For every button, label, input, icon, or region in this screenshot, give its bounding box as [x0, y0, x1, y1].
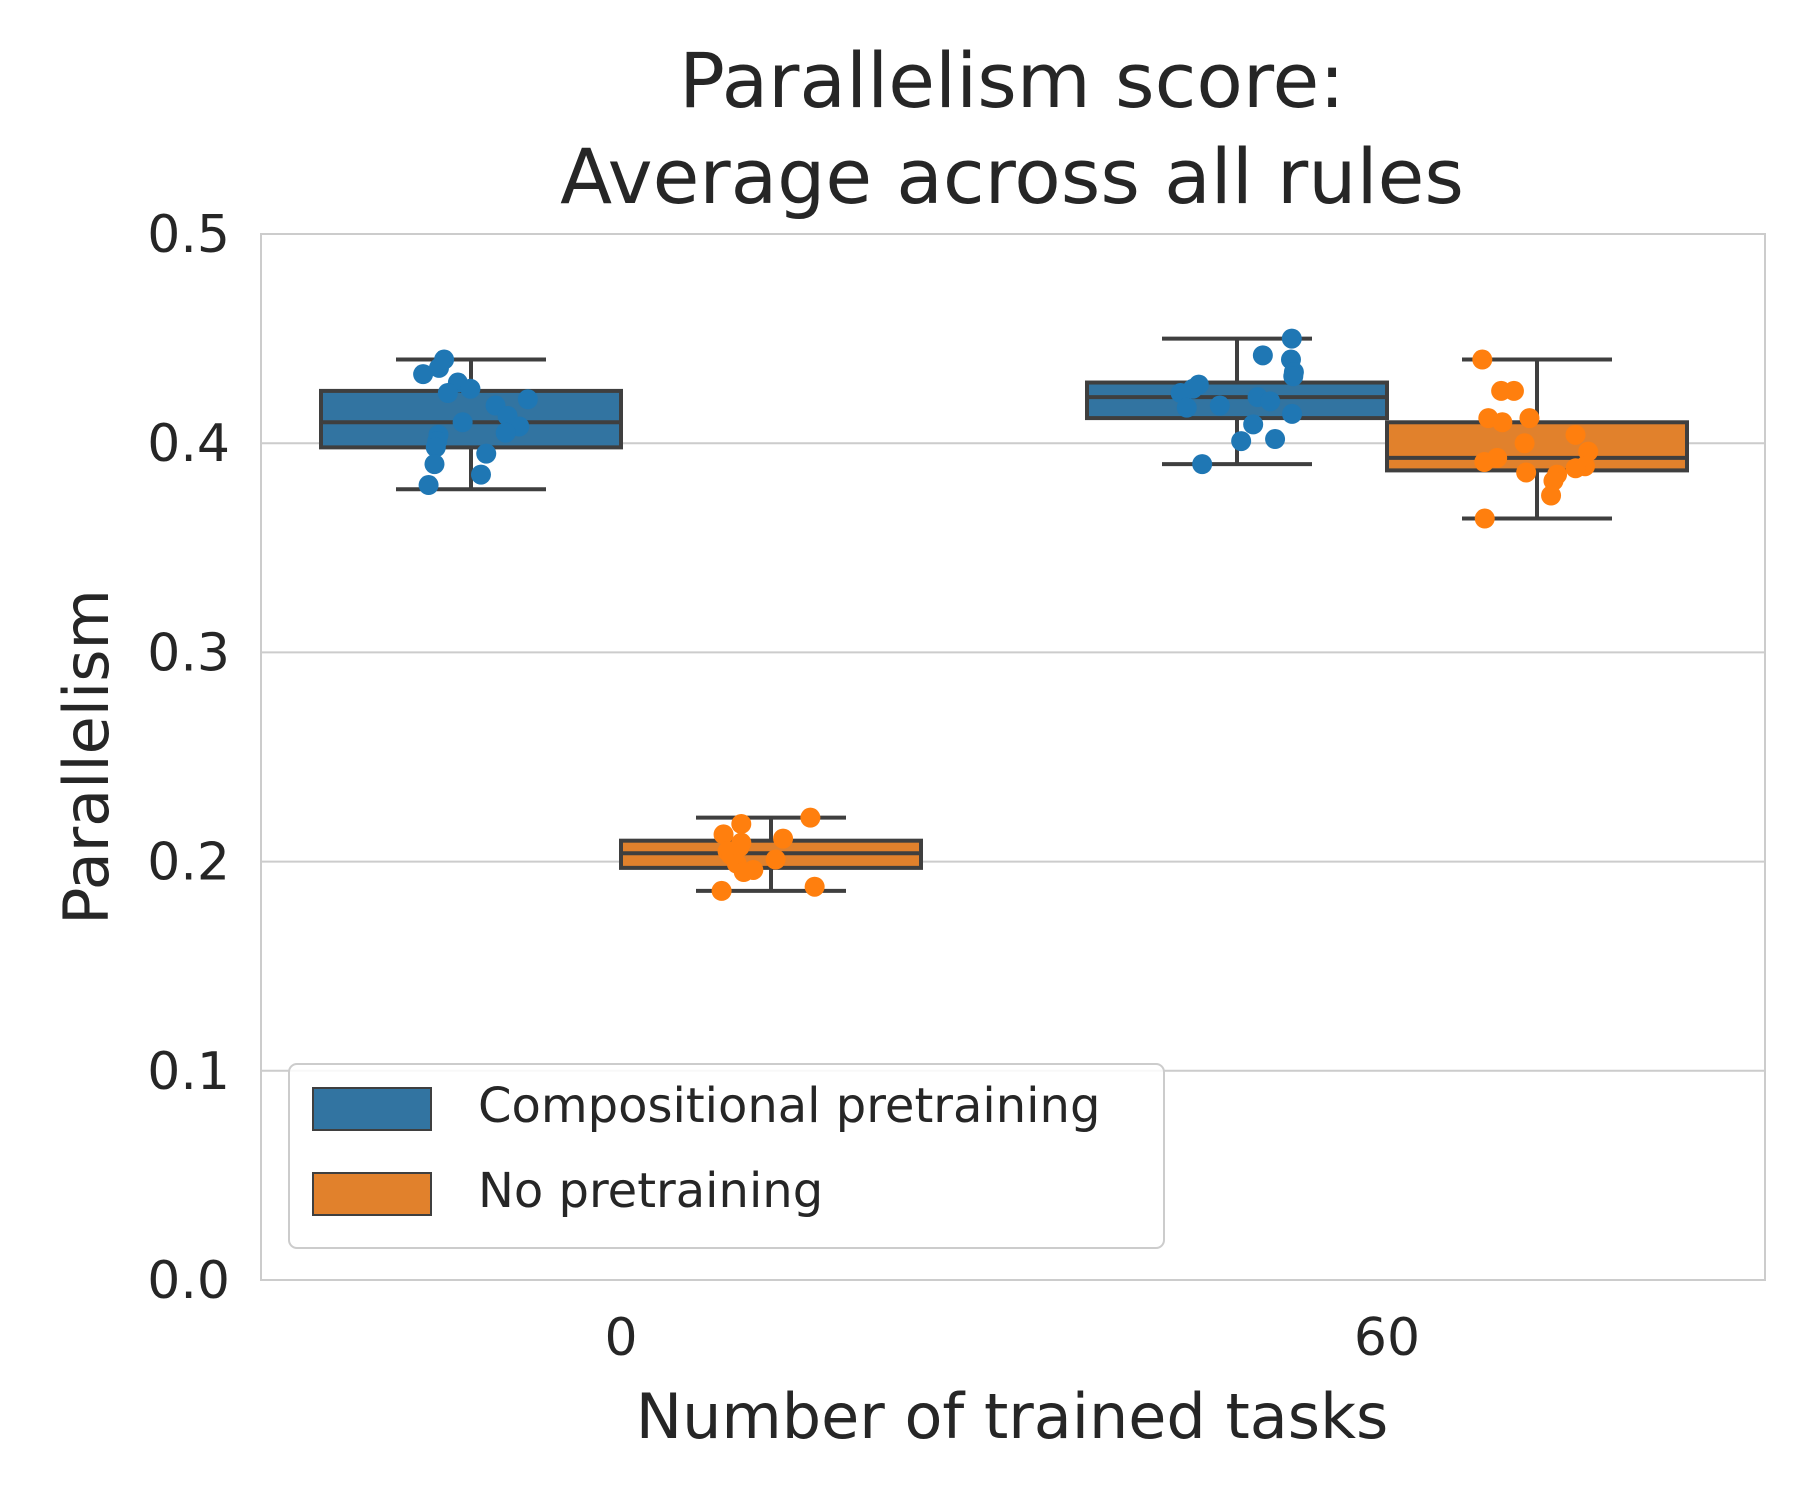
legend-frame	[288, 1063, 1165, 1249]
data-point	[713, 824, 734, 845]
data-point	[800, 807, 821, 828]
box-body	[1385, 420, 1689, 473]
data-point	[731, 813, 752, 834]
boxes	[319, 336, 1689, 893]
data-point	[1192, 454, 1213, 475]
y-tick-label: 0.5	[147, 205, 230, 265]
data-point	[1472, 349, 1493, 370]
data-point	[1209, 395, 1230, 416]
data-point	[1516, 462, 1537, 483]
data-point	[517, 389, 538, 410]
data-point	[773, 828, 794, 849]
chart-title: Parallelism score:Average across all rul…	[560, 36, 1464, 221]
data-point	[437, 382, 458, 403]
box-body	[1085, 380, 1389, 421]
x-tick-label: 60	[1354, 1308, 1420, 1368]
data-point	[418, 475, 439, 496]
legend: Compositional pretraining No pretraining	[288, 1063, 1165, 1249]
data-point	[1491, 380, 1512, 401]
data-point	[1565, 458, 1586, 479]
data-point	[1474, 508, 1495, 529]
data-point	[1492, 412, 1513, 433]
y-tick-labels: 0.0 0.1 0.2 0.3 0.4 0.5	[147, 205, 230, 1311]
data-point	[1519, 408, 1540, 429]
data-point	[1514, 433, 1535, 454]
data-point	[1231, 431, 1252, 452]
box-body	[319, 388, 623, 450]
data-point	[425, 437, 446, 458]
data-point	[452, 412, 473, 433]
x-tick-labels: 0 60	[604, 1308, 1420, 1368]
legend-label: No pretraining	[478, 1163, 823, 1219]
data-point	[1260, 391, 1281, 412]
y-tick-label: 0.2	[147, 833, 230, 893]
data-point	[1176, 397, 1197, 418]
chart-title-line: Parallelism score:	[679, 36, 1345, 125]
legend-label: Compositional pretraining	[478, 1078, 1100, 1134]
data-point	[1265, 429, 1286, 450]
data-point	[413, 364, 434, 385]
data-point	[733, 862, 754, 883]
data-point	[1243, 414, 1264, 435]
data-point	[711, 880, 732, 901]
x-axis-label: Number of trained tasks	[636, 1380, 1389, 1453]
chart-title-line: Average across all rules	[560, 132, 1464, 221]
data-point	[1474, 452, 1495, 473]
box-no-pretraining-60	[1385, 357, 1689, 521]
data-point	[460, 378, 481, 399]
data-point	[495, 422, 516, 443]
data-point	[1282, 403, 1303, 424]
legend-swatch	[312, 1087, 432, 1131]
data-point	[1252, 345, 1273, 366]
y-axis-label: Parallelism	[50, 589, 123, 925]
data-point	[1541, 485, 1562, 506]
data-point	[1281, 328, 1302, 349]
points	[413, 328, 1599, 901]
grid	[261, 442, 1765, 1072]
data-point	[1283, 366, 1304, 387]
y-tick-label: 0.4	[147, 414, 230, 474]
data-point	[424, 454, 445, 475]
data-point	[804, 876, 825, 897]
legend-swatch	[312, 1172, 432, 1216]
y-tick-label: 0.1	[147, 1042, 230, 1102]
y-tick-label: 0.0	[147, 1251, 230, 1311]
data-point	[1565, 424, 1586, 445]
plot-frame	[260, 233, 1766, 1281]
data-point	[434, 349, 455, 370]
box-compositional-0	[319, 357, 623, 492]
x-tick-label: 0	[604, 1308, 637, 1368]
data-point	[765, 849, 786, 870]
y-tick-label: 0.3	[147, 623, 230, 683]
data-point	[470, 464, 491, 485]
data-point	[476, 443, 497, 464]
